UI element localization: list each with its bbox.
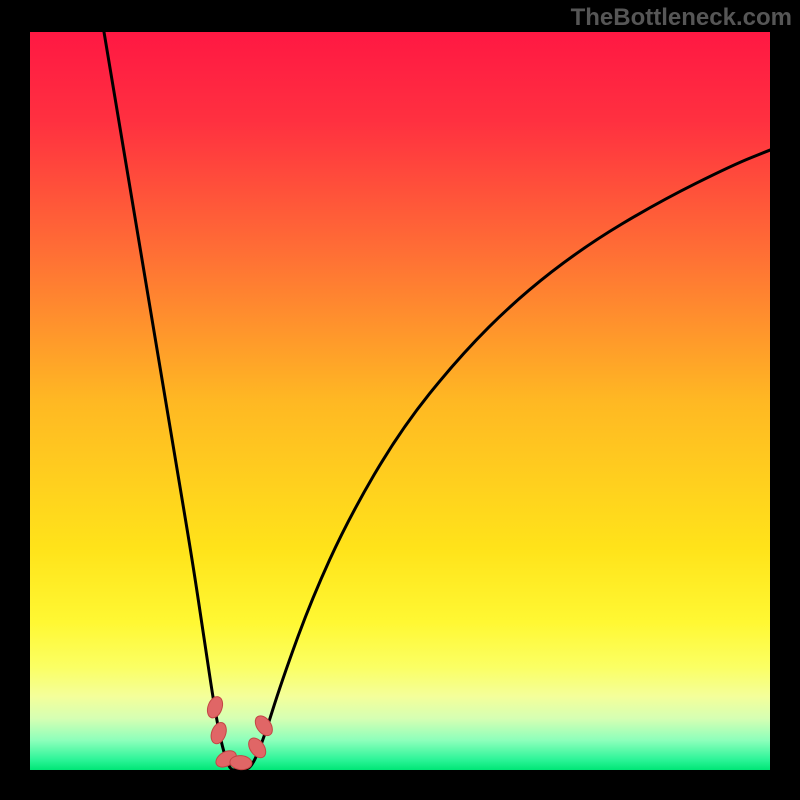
chart-container: TheBottleneck.com bbox=[0, 0, 800, 800]
gradient-background bbox=[30, 32, 770, 770]
watermark-label: TheBottleneck.com bbox=[571, 4, 792, 32]
bottleneck-curve-chart bbox=[0, 0, 800, 800]
